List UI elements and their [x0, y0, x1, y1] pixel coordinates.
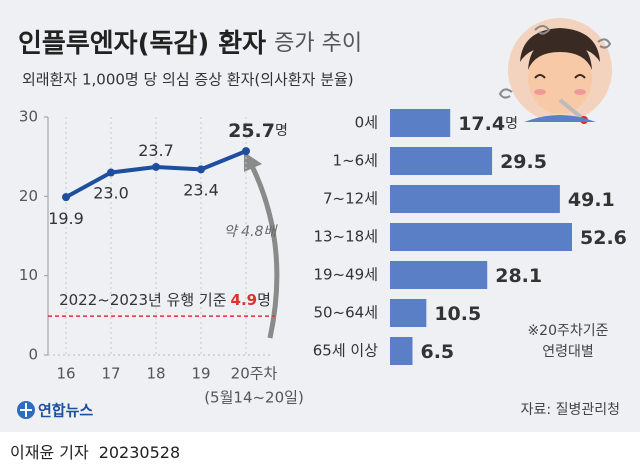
ratio-annotation: 약 4.8배	[224, 224, 279, 240]
x-tick-label: 17	[101, 365, 120, 383]
value-label: 49.1	[568, 189, 615, 211]
value-text: 23.7	[138, 140, 174, 159]
value-label: 6.5	[420, 341, 454, 363]
y-tick-label: 0	[28, 346, 38, 364]
value-text: 25.7	[228, 120, 275, 142]
y-tick-label: 30	[19, 108, 38, 126]
marker	[152, 162, 160, 171]
category-label: 7~12세	[323, 190, 378, 208]
marker	[62, 193, 70, 202]
y-tick-label: 10	[19, 266, 38, 284]
logo: 연합뉴스	[17, 401, 93, 420]
bar	[390, 299, 427, 327]
x-tick-label: 20주차	[231, 365, 278, 383]
value-label: 23.0	[93, 183, 129, 202]
value-label: 52.6	[580, 227, 627, 249]
value-unit: 명	[275, 123, 288, 139]
value-label: 17.4명	[458, 113, 518, 135]
value-text: 10.5	[434, 303, 481, 325]
value-text: 23.4	[183, 180, 219, 199]
title-suffix: 증가 추이	[274, 31, 362, 56]
value-label: 23.7	[138, 140, 174, 159]
marker	[107, 168, 115, 177]
category-label: 19~49세	[313, 266, 378, 284]
byline-name: 이재윤 기자	[10, 443, 89, 462]
value-text: 52.6	[580, 227, 627, 249]
marker	[197, 165, 205, 174]
byline-date: 20230528	[99, 443, 180, 462]
x-tick-label: 18	[146, 365, 165, 383]
bar	[390, 147, 493, 175]
value-label: 25.7명	[228, 120, 288, 142]
bar	[390, 337, 413, 365]
bar	[390, 109, 451, 137]
value-text: 6.5	[420, 341, 454, 363]
reference-label: 2022~2023년 유행 기준 4.9명	[59, 291, 271, 309]
value-text: 23.0	[93, 183, 129, 202]
x-note: (5월14~20일)	[204, 389, 304, 407]
category-label: 65세 이상	[313, 342, 378, 360]
sick-face-illustration	[498, 18, 612, 124]
subtitle: 외래환자 1,000명 당 의심 증상 환자(의사환자 분율)	[22, 71, 354, 89]
value-label: 19.9	[48, 209, 84, 228]
value-text: 19.9	[48, 209, 84, 228]
x-tick-label: 16	[56, 365, 75, 383]
marker	[242, 147, 250, 156]
reference-text: 2022~2023년 유행 기준	[59, 291, 227, 309]
reference-value: 4.9	[231, 291, 258, 309]
byline: 이재윤 기자 20230528	[10, 443, 180, 462]
y-tick-label: 20	[19, 187, 38, 205]
value-unit: 명	[505, 116, 518, 132]
reference-unit: 명	[257, 291, 271, 309]
value-label: 28.1	[495, 265, 542, 287]
title-main: 인플루엔자(독감) 환자	[18, 29, 266, 59]
bar	[390, 185, 560, 213]
category-label: 50~64세	[313, 304, 378, 322]
value-text: 49.1	[568, 189, 615, 211]
source: 자료: 질병관리청	[521, 402, 620, 418]
logo-text: 연합뉴스	[38, 402, 93, 420]
value-label: 29.5	[500, 151, 547, 173]
bar-note: ※20주차기준	[527, 323, 608, 339]
value-text: 17.4	[458, 113, 505, 135]
value-label: 23.4	[183, 180, 219, 199]
value-label: 10.5	[434, 303, 481, 325]
category-label: 13~18세	[313, 228, 378, 246]
value-text: 28.1	[495, 265, 542, 287]
bar-note: 연령대별	[542, 344, 594, 360]
footer-strip	[0, 432, 640, 472]
bar	[390, 223, 572, 251]
arrow-head	[244, 152, 262, 172]
value-text: 29.5	[500, 151, 547, 173]
category-label: 0세	[355, 114, 378, 132]
title: 인플루엔자(독감) 환자 증가 추이	[18, 29, 362, 59]
category-label: 1~6세	[333, 152, 378, 170]
x-tick-label: 19	[191, 365, 210, 383]
bar	[390, 261, 488, 289]
